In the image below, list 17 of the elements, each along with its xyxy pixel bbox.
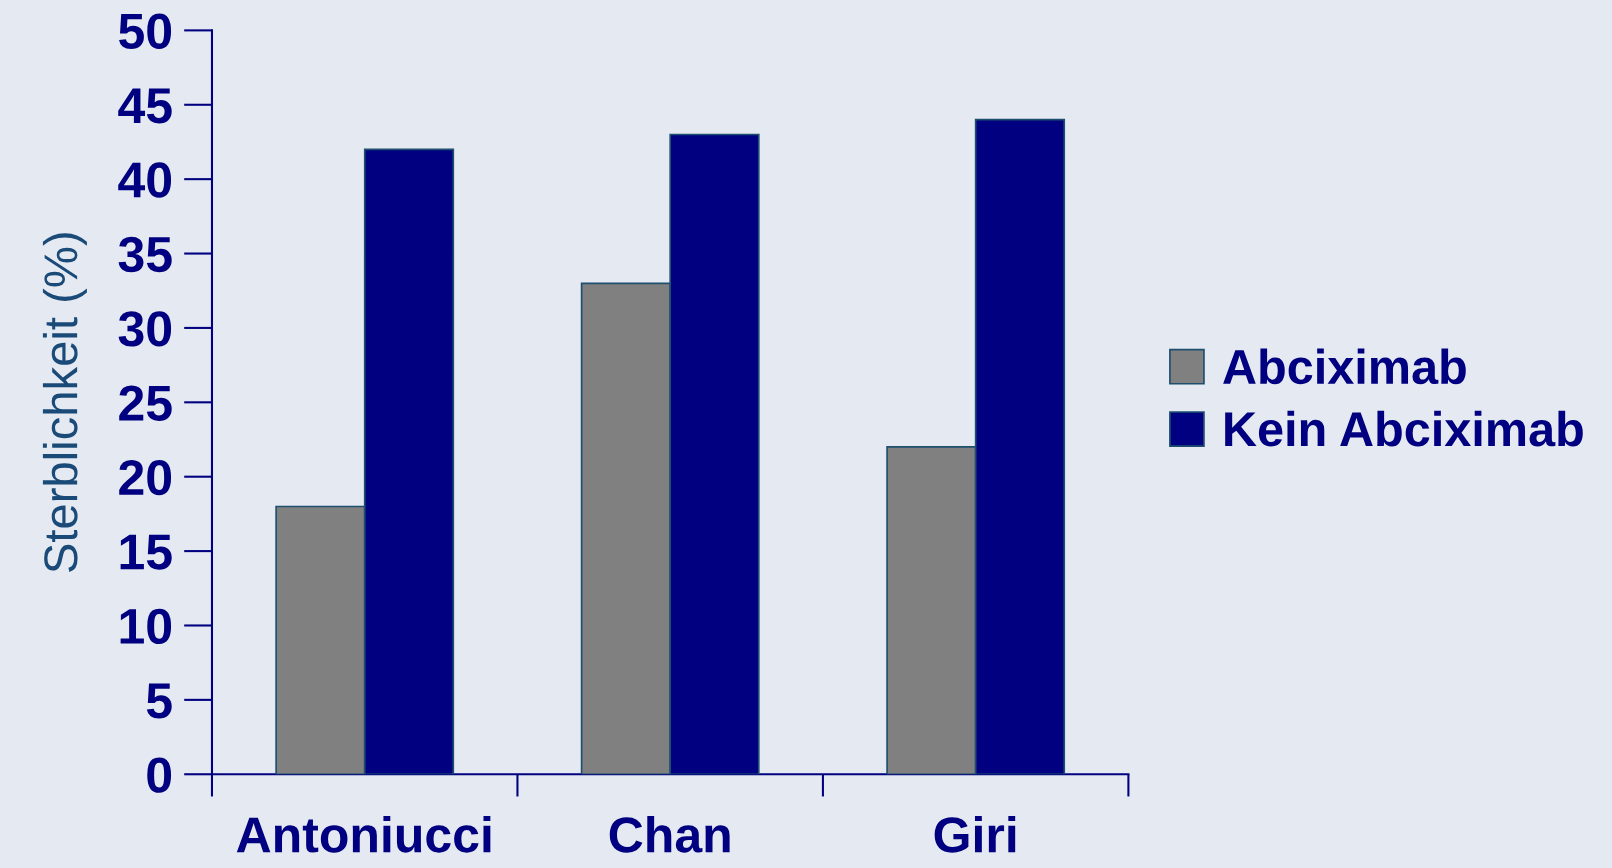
y-axis-title: Sterblichkeit (%)	[42, 233, 87, 573]
x-tick-label: Antoniucci	[236, 815, 491, 853]
y-tick-label: 45	[118, 88, 172, 124]
y-tick-label: 25	[119, 385, 172, 421]
y-tick-label: 50	[119, 13, 172, 49]
y-tick-label: 10	[120, 608, 172, 645]
y-tick-label: 30	[118, 311, 172, 347]
x-tick-label: Giri	[934, 815, 1016, 853]
legend-label: Abciximab	[1223, 348, 1466, 385]
y-tick-label: 15	[120, 534, 172, 570]
y-tick-label: 5	[146, 683, 172, 719]
x-tick-label: Chan	[609, 815, 730, 853]
legend-label: Kein Abciximab	[1225, 410, 1583, 447]
y-tick-label: 35	[118, 236, 172, 273]
y-tick-label: 0	[147, 757, 172, 793]
y-tick-label: 20	[119, 459, 172, 496]
y-tick-label: 40	[118, 162, 172, 198]
